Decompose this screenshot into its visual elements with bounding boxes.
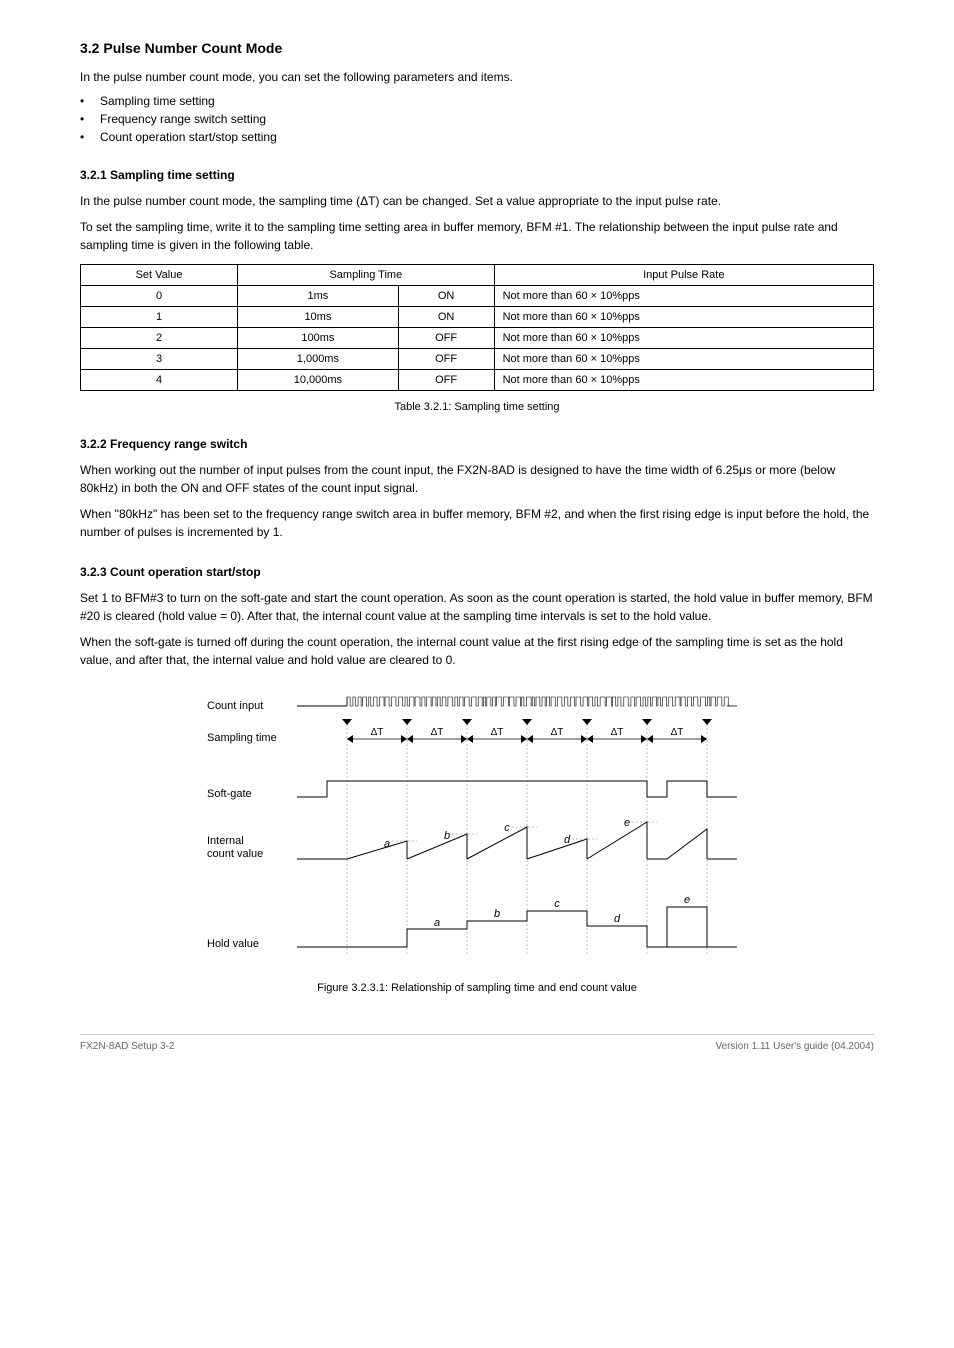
table-cell: ON [398, 286, 494, 307]
svg-text:c: c [554, 898, 560, 910]
table-cell: OFF [398, 328, 494, 349]
footer-right: Version 1.11 User's guide (04.2004) [716, 1041, 875, 1052]
table-cell: 3 [81, 349, 238, 370]
table-row: 4 10,000ms OFF Not more than 60 × 10%pps [81, 370, 874, 391]
subsection-title: 3.2.2 Frequency range switch [80, 437, 874, 451]
table-cell: Set Value [81, 265, 238, 286]
svg-text:count value: count value [207, 848, 263, 860]
paragraph: When the soft-gate is turned off during … [80, 633, 874, 669]
table-cell: 10ms [238, 307, 399, 328]
sampling-time-table: Set Value Sampling Time Input Pulse Rate… [80, 264, 874, 391]
svg-text:b: b [444, 830, 450, 842]
table-cell: OFF [398, 349, 494, 370]
table-row: 0 1ms ON Not more than 60 × 10%pps [81, 286, 874, 307]
table-cell: Sampling Time [238, 265, 494, 286]
table-row: 1 10ms ON Not more than 60 × 10%pps [81, 307, 874, 328]
table-cell: 1,000ms [238, 349, 399, 370]
sampling-time-label: Sampling time [207, 732, 277, 744]
svg-text:e: e [684, 894, 690, 906]
bullet-item: • Frequency range switch setting [80, 112, 874, 126]
svg-text:ΔT: ΔT [611, 727, 624, 738]
table-row: 2 100ms OFF Not more than 60 × 10%pps [81, 328, 874, 349]
table-cell: ON [398, 307, 494, 328]
svg-text:ΔT: ΔT [671, 727, 684, 738]
paragraph: When working out the number of input pul… [80, 461, 874, 497]
paragraph: When "80kHz" has been set to the frequen… [80, 505, 874, 541]
diagram-caption: Figure 3.2.3.1: Relationship of sampling… [197, 982, 757, 994]
table-cell: Not more than 60 × 10%pps [494, 328, 873, 349]
paragraph: To set the sampling time, write it to th… [80, 218, 874, 254]
table-cell: 10,000ms [238, 370, 399, 391]
table-cell: 4 [81, 370, 238, 391]
table-cell: 2 [81, 328, 238, 349]
svg-text:b: b [494, 908, 500, 920]
svg-text:e: e [624, 817, 630, 829]
bullet-text: Count operation start/stop setting [100, 130, 874, 144]
intro-paragraph: In the pulse number count mode, you can … [80, 68, 874, 86]
table-row: 3 1,000ms OFF Not more than 60 × 10%pps [81, 349, 874, 370]
svg-text:d: d [564, 834, 571, 846]
table-cell: Not more than 60 × 10%pps [494, 349, 873, 370]
subsection-title: 3.2.3 Count operation start/stop [80, 565, 874, 579]
table-cell: 1 [81, 307, 238, 328]
table-cell: Not more than 60 × 10%pps [494, 286, 873, 307]
page-content: 3.2 Pulse Number Count Mode In the pulse… [0, 0, 954, 1092]
table-row: Set Value Sampling Time Input Pulse Rate [81, 265, 874, 286]
bullet-item: • Count operation start/stop setting [80, 130, 874, 144]
table-cell: 1ms [238, 286, 399, 307]
table-caption: Table 3.2.1: Sampling time setting [80, 401, 874, 413]
svg-text:a: a [434, 917, 440, 929]
page-footer: FX2N-8AD Setup 3-2 Version 1.11 User's g… [80, 1034, 874, 1052]
table-cell: Not more than 60 × 10%pps [494, 307, 873, 328]
bullet-item: • Sampling time setting [80, 94, 874, 108]
svg-text:ΔT: ΔT [371, 727, 384, 738]
subsection-title: 3.2.1 Sampling time setting [80, 168, 874, 182]
svg-text:ΔT: ΔT [551, 727, 564, 738]
bullet-marker: • [80, 130, 100, 144]
table-cell: Not more than 60 × 10%pps [494, 370, 873, 391]
soft-gate-label: Soft-gate [207, 788, 252, 800]
bullet-text: Frequency range switch setting [100, 112, 874, 126]
svg-text:ΔT: ΔT [431, 727, 444, 738]
paragraph: Set 1 to BFM#3 to turn on the soft-gate … [80, 589, 874, 625]
count-input-label: Count input [207, 700, 263, 712]
svg-text:a: a [384, 838, 390, 850]
bullet-text: Sampling time setting [100, 94, 874, 108]
table-cell: Input Pulse Rate [494, 265, 873, 286]
paragraph: In the pulse number count mode, the samp… [80, 192, 874, 210]
hold-value-label: Hold value [207, 938, 259, 950]
timing-diagram: Count input Sampling time ΔT ΔT ΔT ΔT ΔT… [197, 689, 757, 994]
svg-text:c: c [504, 822, 510, 834]
svg-text:ΔT: ΔT [491, 727, 504, 738]
svg-text:d: d [614, 913, 621, 925]
internal-count-label: Internal [207, 835, 244, 847]
table-cell: OFF [398, 370, 494, 391]
section-title: 3.2 Pulse Number Count Mode [80, 40, 874, 56]
bullet-marker: • [80, 94, 100, 108]
bullet-marker: • [80, 112, 100, 126]
footer-left: FX2N-8AD Setup 3-2 [80, 1041, 175, 1052]
table-cell: 100ms [238, 328, 399, 349]
table-cell: 0 [81, 286, 238, 307]
